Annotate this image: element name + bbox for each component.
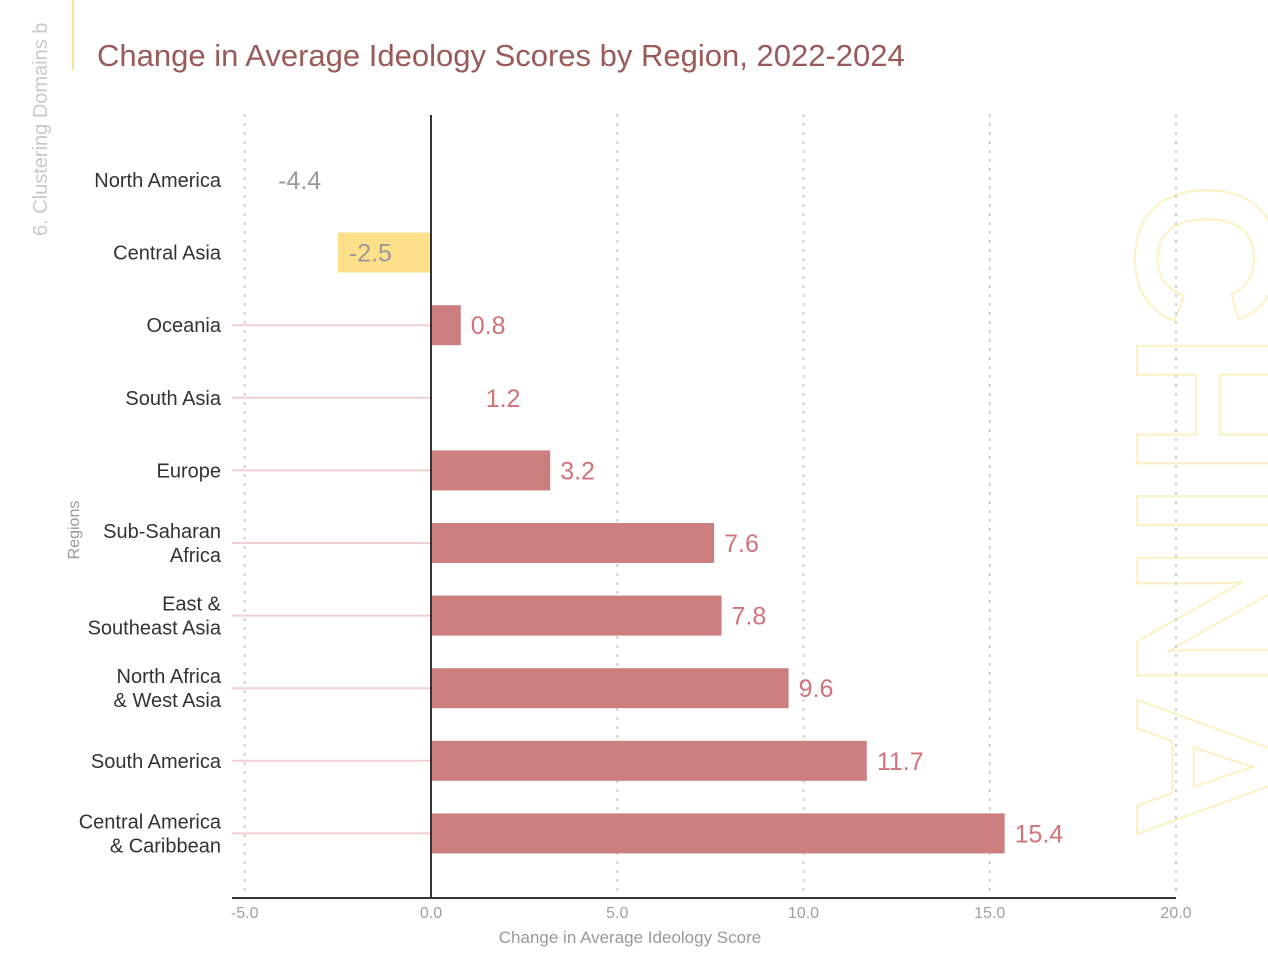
category-label: North Africa [117,666,222,688]
x-axis-label: Change in Average Ideology Score [499,928,761,947]
y-axis-label: Regions [66,501,83,560]
bar [431,813,1005,854]
category-label: Europe [157,460,222,482]
guide-lines [232,324,431,835]
x-ticks: -5.0 0.0 5.0 10.0 15.0 20.0 [231,905,1192,922]
value-label: 1.2 [486,385,521,413]
bar [431,378,476,418]
category-label: Africa [170,545,222,567]
category-label: & Caribbean [110,835,221,857]
bar [431,523,715,563]
value-label: 15.4 [1015,820,1064,848]
value-label: 11.7 [877,748,924,776]
value-label: 9.6 [799,675,834,703]
value-label: -2.5 [349,240,392,268]
value-label: 7.8 [732,603,767,631]
category-label: East & [162,594,222,616]
category-label: Sub-Saharan [103,521,221,543]
category-label: Oceania [147,315,222,337]
chart-title: Change in Average Ideology Scores by Reg… [97,38,905,73]
bar [431,595,722,636]
bar [431,668,789,709]
x-tick-label: 15.0 [974,905,1005,922]
x-tick-label: 10.0 [788,905,819,922]
value-labels: -4.4 -2.5 0.8 1.2 3.2 7.6 7.8 9.6 11.7 15.4 [278,167,1063,848]
category-label: South Asia [125,388,222,410]
category-label: Central Asia [113,243,222,265]
category-label: Southeast Asia [88,618,222,640]
bar [431,305,461,346]
category-label: North America [94,170,222,192]
bars [337,232,1005,854]
x-tick-label: 20.0 [1160,905,1191,922]
x-tick-label: 0.0 [420,905,442,922]
bar [431,740,867,781]
category-labels: North America Central Asia Oceania South As… [79,170,222,857]
watermark: CHINA [1094,182,1268,845]
value-label: -4.4 [278,167,321,195]
value-label: 0.8 [471,312,506,340]
category-label: South America [91,751,222,773]
category-label: & West Asia [114,690,222,712]
category-label: Central America [79,811,222,833]
bar [431,450,551,491]
side-caption: 6. Clustering Domains b [30,23,52,236]
x-tick-label: 5.0 [606,905,628,922]
value-label: 7.6 [724,530,759,558]
x-tick-label: -5.0 [231,905,259,922]
value-label: 3.2 [560,457,595,485]
bar [337,232,431,273]
